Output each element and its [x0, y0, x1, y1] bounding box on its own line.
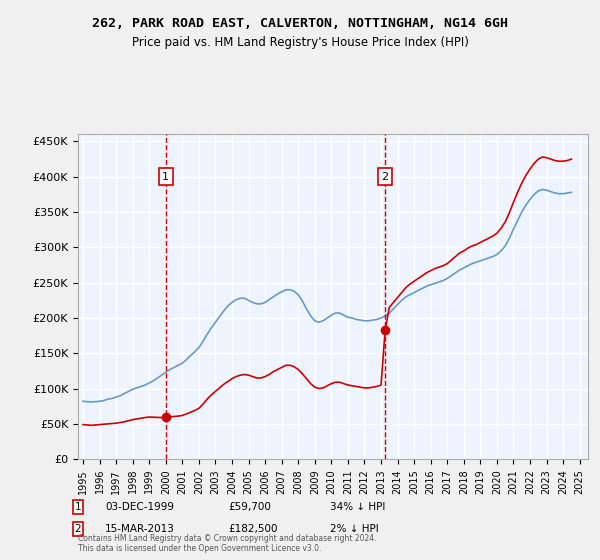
Text: 2: 2: [74, 524, 82, 534]
Text: Price paid vs. HM Land Registry's House Price Index (HPI): Price paid vs. HM Land Registry's House …: [131, 36, 469, 49]
Text: Contains HM Land Registry data © Crown copyright and database right 2024.
This d: Contains HM Land Registry data © Crown c…: [78, 534, 377, 553]
Text: 2: 2: [382, 172, 389, 182]
Text: £182,500: £182,500: [228, 524, 277, 534]
Text: 34% ↓ HPI: 34% ↓ HPI: [330, 502, 385, 512]
Text: 1: 1: [74, 502, 82, 512]
Text: 15-MAR-2013: 15-MAR-2013: [105, 524, 175, 534]
Text: 03-DEC-1999: 03-DEC-1999: [105, 502, 174, 512]
Text: 1: 1: [162, 172, 169, 182]
Text: £59,700: £59,700: [228, 502, 271, 512]
Text: 2% ↓ HPI: 2% ↓ HPI: [330, 524, 379, 534]
Text: 262, PARK ROAD EAST, CALVERTON, NOTTINGHAM, NG14 6GH: 262, PARK ROAD EAST, CALVERTON, NOTTINGH…: [92, 17, 508, 30]
